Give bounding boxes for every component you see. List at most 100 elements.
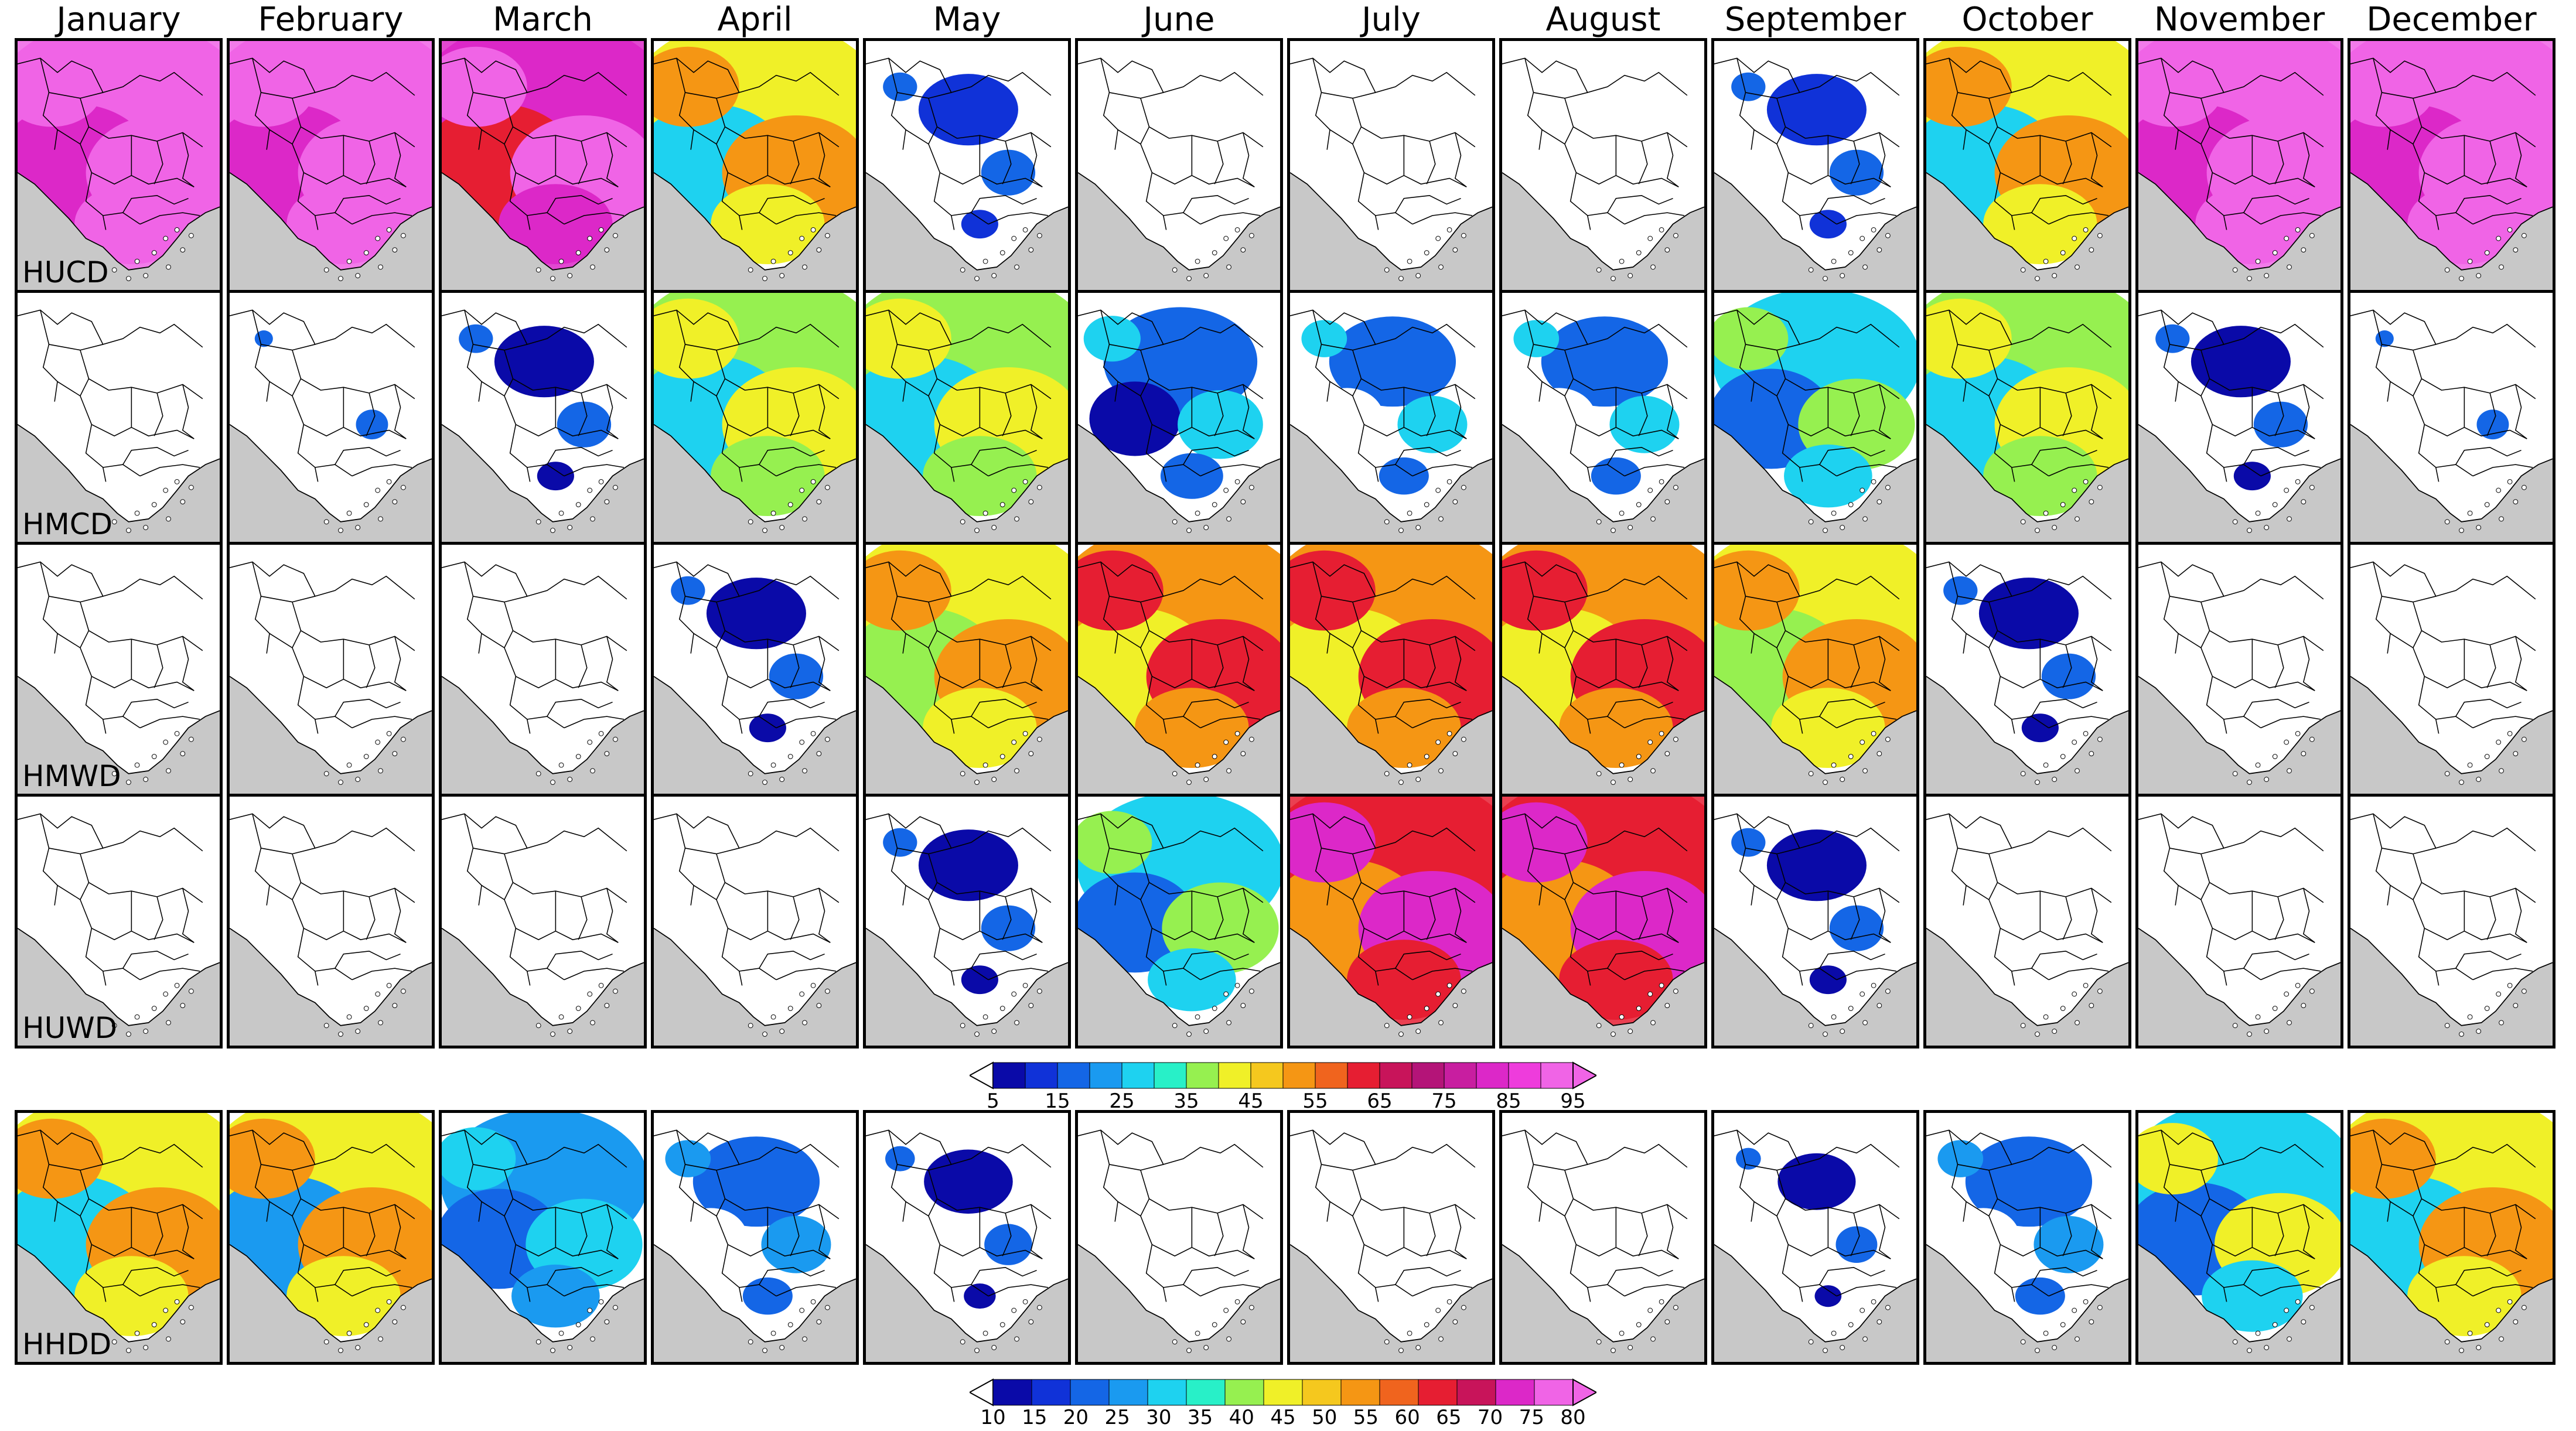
island-marker bbox=[2255, 1330, 2261, 1336]
country-border bbox=[2302, 636, 2315, 691]
country-border bbox=[1587, 215, 1591, 230]
country-border bbox=[1426, 141, 1436, 185]
country-border bbox=[1607, 446, 1673, 465]
land-area bbox=[2350, 293, 2553, 522]
country-border bbox=[230, 813, 415, 852]
island-marker bbox=[1212, 754, 1217, 759]
country-border bbox=[2302, 384, 2315, 439]
country-border bbox=[2178, 378, 2210, 397]
country-border bbox=[2350, 561, 2536, 600]
island-marker bbox=[1636, 502, 1642, 507]
field-blob bbox=[1078, 550, 1164, 631]
island-marker bbox=[180, 247, 186, 253]
country-border bbox=[1183, 698, 1249, 717]
island-marker bbox=[2484, 502, 2490, 507]
country-border bbox=[2223, 971, 2227, 986]
country-border bbox=[1949, 58, 1967, 150]
island-marker bbox=[604, 247, 610, 253]
island-marker bbox=[999, 250, 1005, 255]
country-border bbox=[2138, 813, 2324, 852]
country-border bbox=[230, 309, 415, 348]
land-area bbox=[2350, 797, 2553, 1026]
island-marker bbox=[590, 768, 595, 774]
island-marker bbox=[1212, 1006, 1217, 1011]
country-border bbox=[1638, 392, 1648, 436]
field-blob bbox=[1742, 898, 1800, 947]
island-marker bbox=[999, 1322, 1005, 1327]
colorbar-tick-label: 40 bbox=[1229, 1406, 1254, 1429]
island-marker bbox=[1249, 736, 1254, 742]
island-marker bbox=[748, 771, 753, 777]
coastline bbox=[1714, 927, 1916, 1026]
country-border bbox=[2381, 92, 2436, 99]
island-marker bbox=[1647, 487, 1653, 493]
island-marker bbox=[1831, 258, 1837, 264]
field-blob bbox=[511, 1264, 600, 1328]
island-marker bbox=[1862, 1336, 1868, 1342]
country-border bbox=[1878, 1204, 1891, 1259]
country-border bbox=[988, 716, 1049, 729]
country-border bbox=[1214, 392, 1224, 436]
map-panel-hhdd-january: HHDD bbox=[15, 1110, 223, 1365]
island-marker bbox=[1203, 273, 1209, 278]
country-border bbox=[1541, 1198, 1574, 1217]
country-border bbox=[654, 309, 840, 348]
island-marker bbox=[1172, 1023, 1178, 1029]
country-border bbox=[1541, 630, 1574, 648]
island-marker bbox=[2496, 235, 2502, 241]
island-marker bbox=[598, 479, 604, 484]
country-border bbox=[1078, 309, 1264, 348]
field-blob bbox=[1160, 453, 1223, 499]
island-marker bbox=[1028, 499, 1034, 505]
island-marker bbox=[1014, 264, 1019, 270]
island-marker bbox=[1647, 991, 1653, 997]
field-blob bbox=[1943, 576, 1978, 605]
country-border bbox=[269, 882, 302, 900]
island-marker bbox=[604, 1319, 610, 1325]
country-border bbox=[1819, 1266, 1885, 1285]
island-marker bbox=[375, 487, 381, 493]
island-marker bbox=[1407, 258, 1412, 264]
island-marker bbox=[810, 983, 816, 988]
map-graphic bbox=[1502, 545, 1704, 794]
island-marker bbox=[960, 1339, 965, 1345]
country-border bbox=[1412, 968, 1473, 981]
map-graphic bbox=[18, 41, 220, 290]
island-marker bbox=[535, 1339, 541, 1345]
country-border bbox=[1312, 310, 1330, 402]
island-marker bbox=[1415, 777, 1421, 782]
country-border bbox=[1587, 467, 1591, 482]
map-panel-hhdd-november bbox=[2135, 1110, 2343, 1365]
country-border bbox=[2223, 1287, 2227, 1302]
field-blob bbox=[2391, 403, 2424, 435]
country-border bbox=[122, 194, 189, 213]
country-border bbox=[2138, 561, 2324, 600]
map-graphic bbox=[442, 545, 644, 794]
country-border bbox=[739, 467, 743, 482]
island-marker bbox=[174, 1299, 180, 1304]
field-blob bbox=[2407, 1256, 2522, 1337]
map-graphic bbox=[18, 797, 220, 1046]
map-graphic bbox=[18, 545, 220, 794]
country-border bbox=[1878, 384, 1891, 439]
island-marker bbox=[816, 751, 822, 757]
country-border bbox=[1624, 968, 1685, 981]
map-panel-huwd-december bbox=[2348, 794, 2555, 1049]
island-marker bbox=[575, 1006, 581, 1011]
country-border bbox=[1949, 1130, 1967, 1222]
country-border bbox=[866, 813, 1052, 852]
island-marker bbox=[1226, 264, 1231, 270]
island-marker bbox=[2499, 516, 2504, 522]
island-marker bbox=[787, 754, 793, 759]
country-border bbox=[693, 630, 726, 648]
island-marker bbox=[1424, 250, 1429, 255]
field-blob bbox=[1301, 320, 1347, 357]
country-border bbox=[2435, 1287, 2439, 1302]
country-border bbox=[1030, 384, 1043, 439]
map-panel-hmwd-december bbox=[2348, 542, 2555, 797]
field-blob bbox=[470, 394, 527, 443]
country-border bbox=[988, 464, 1049, 477]
country-border bbox=[776, 212, 837, 225]
colorbar-swatch bbox=[1031, 1379, 1071, 1406]
map-panel-huwd-april bbox=[651, 794, 859, 1049]
